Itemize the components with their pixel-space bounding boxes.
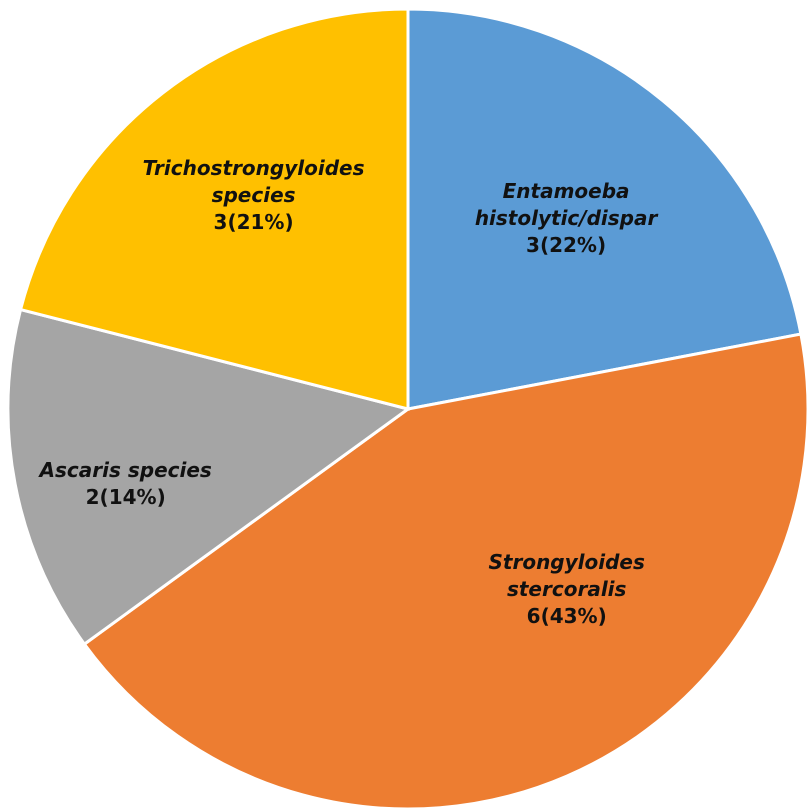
slice-name: stercoralis xyxy=(507,577,627,601)
slice-name: Entamoeba xyxy=(503,179,630,203)
slice-label: Trichostrongyloides species 3(21%) xyxy=(143,156,365,234)
pie-slice xyxy=(6,307,412,647)
slice-name: species xyxy=(212,183,296,207)
slice-name: Trichostrongyloides xyxy=(143,156,365,180)
slice-name: histolytic/dispar xyxy=(475,206,659,230)
slice-label: Entamoeba histolytic/dispar 3(22%) xyxy=(475,179,659,257)
slice-value-label: 2(14%) xyxy=(86,485,166,509)
slice-value-label: 3(22%) xyxy=(526,233,606,257)
slice-name: Ascaris species xyxy=(38,458,212,482)
slice-value-label: 6(43%) xyxy=(527,604,607,628)
pie-slices xyxy=(6,7,807,811)
slice-label: Strongyloides stercoralis 6(43%) xyxy=(489,550,645,628)
slice-labels: Entamoeba histolytic/dispar 3(22%) Strongyl… xyxy=(38,156,659,628)
pie-slice xyxy=(18,7,410,411)
slice-value-label: 3(21%) xyxy=(214,210,294,234)
slice-label: Ascaris species 2(14%) xyxy=(38,458,212,509)
pie-slice xyxy=(82,332,807,811)
pie-slice xyxy=(406,7,803,411)
slice-name: Strongyloides xyxy=(489,550,645,574)
